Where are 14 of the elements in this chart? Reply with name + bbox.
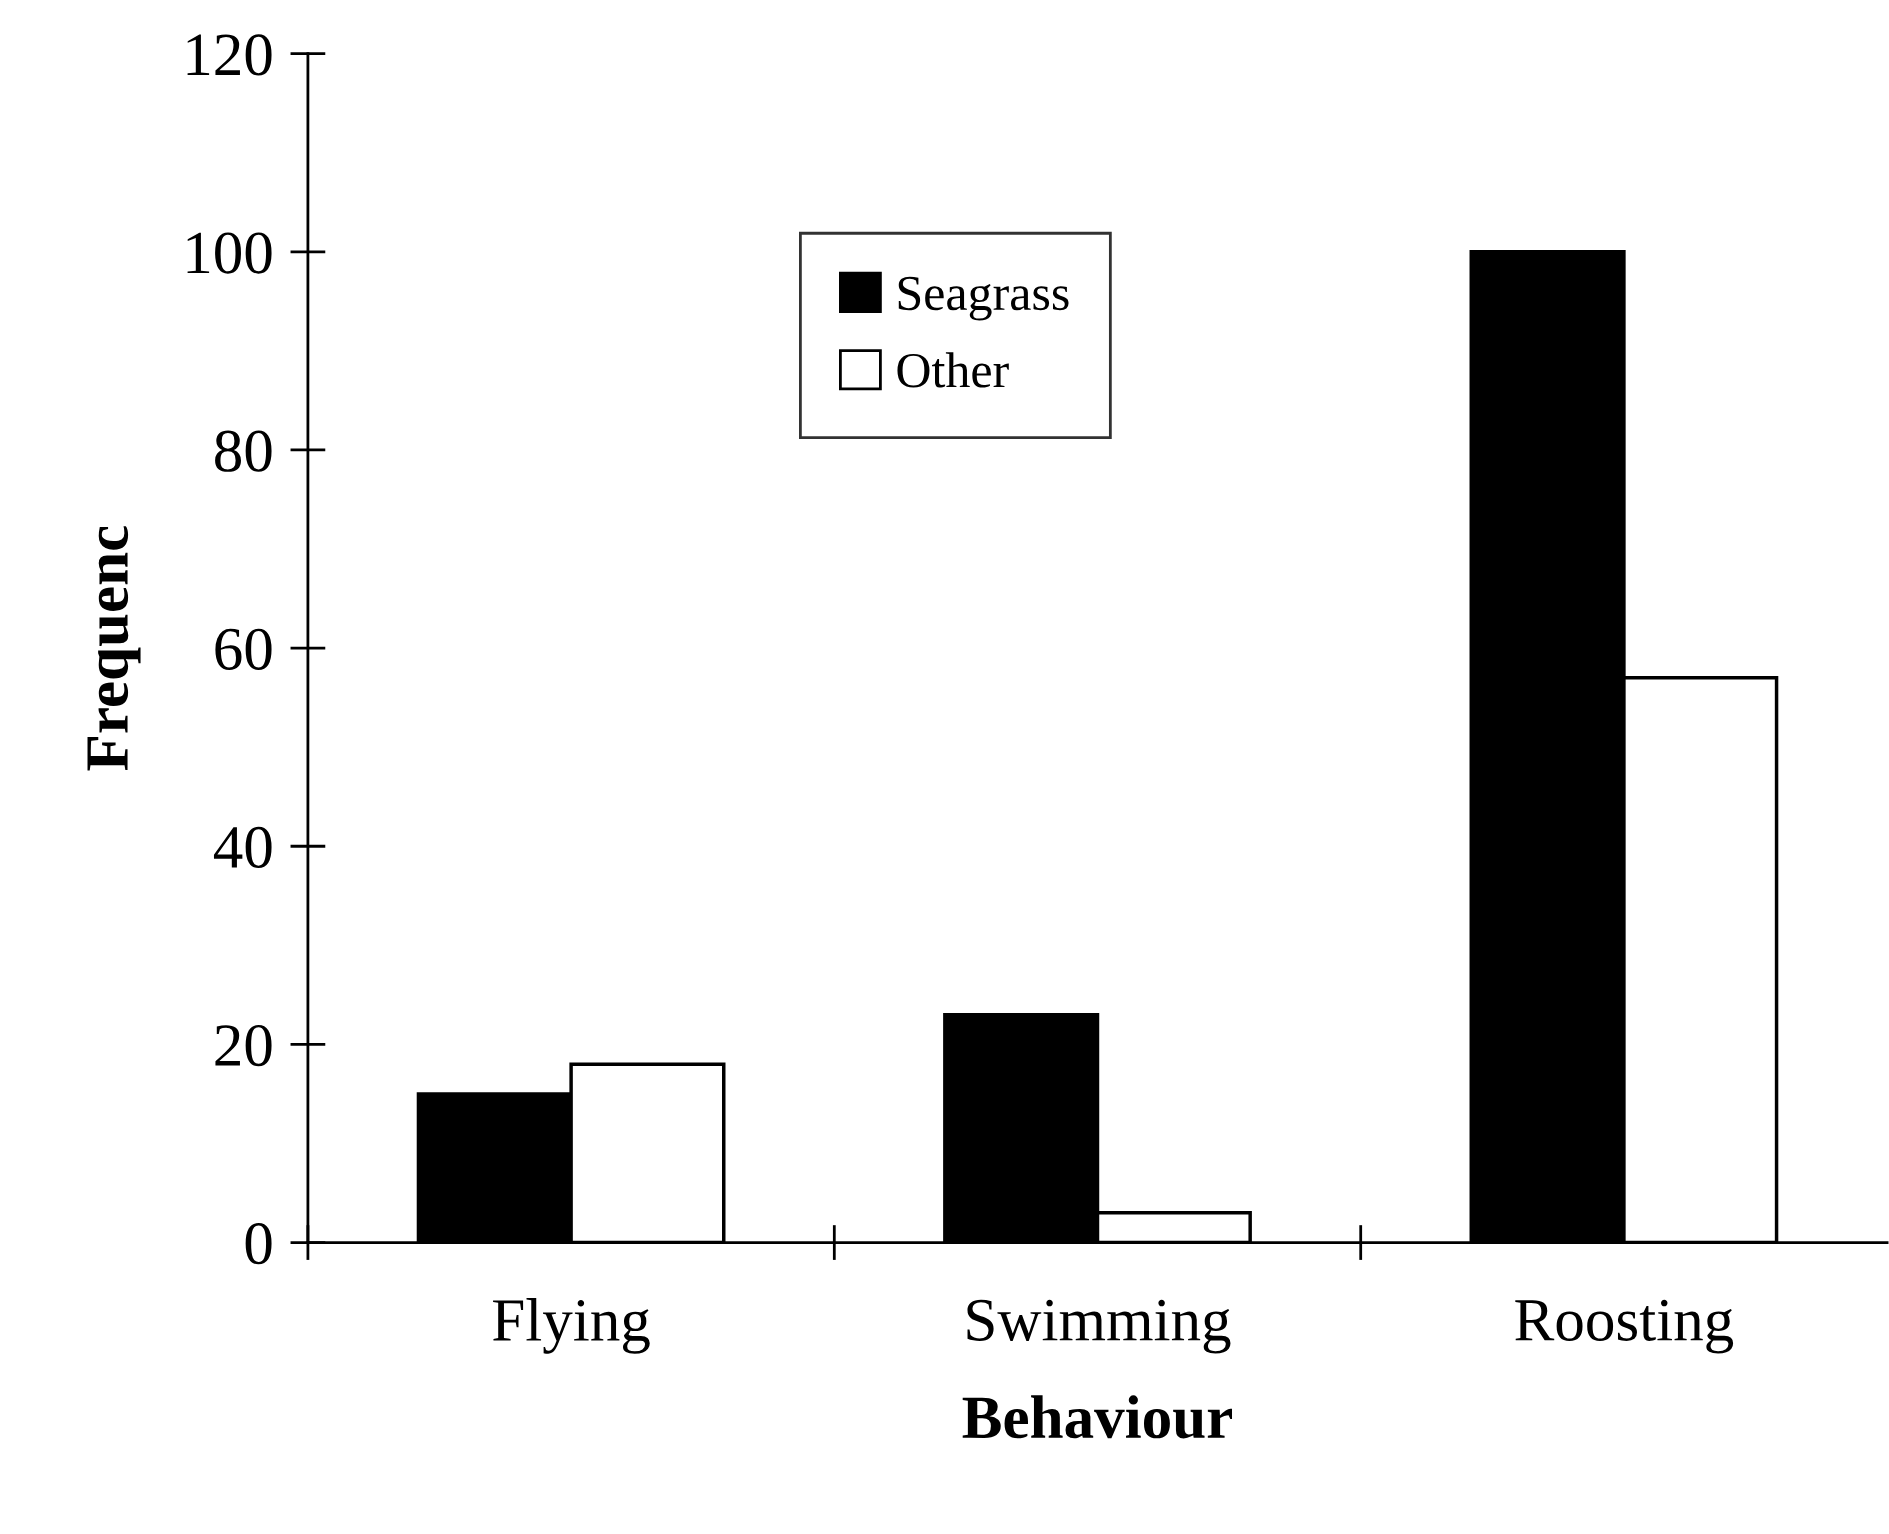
- y-tick-label: 120: [187, 34, 272, 76]
- x-tick-label: Swimming: [967, 1299, 1231, 1354]
- legend-label: Other: [897, 352, 1009, 388]
- y-tick-label: 20: [215, 1024, 272, 1067]
- y-tick-label: 40: [213, 826, 272, 869]
- y-axis-title: Frequenc: [87, 526, 141, 771]
- legend-label: Seagrass: [898, 276, 1069, 321]
- y-tick-label: 0: [245, 1223, 272, 1265]
- x-axis-title: Behaviour: [962, 1395, 1233, 1439]
- x-tick-label: Flying: [493, 1298, 650, 1354]
- x-tick-label: Roosting: [1515, 1299, 1734, 1354]
- y-tick-label: 80: [215, 430, 272, 472]
- y-tick-label: 100: [187, 232, 272, 274]
- y-tick-label: 60: [215, 628, 272, 670]
